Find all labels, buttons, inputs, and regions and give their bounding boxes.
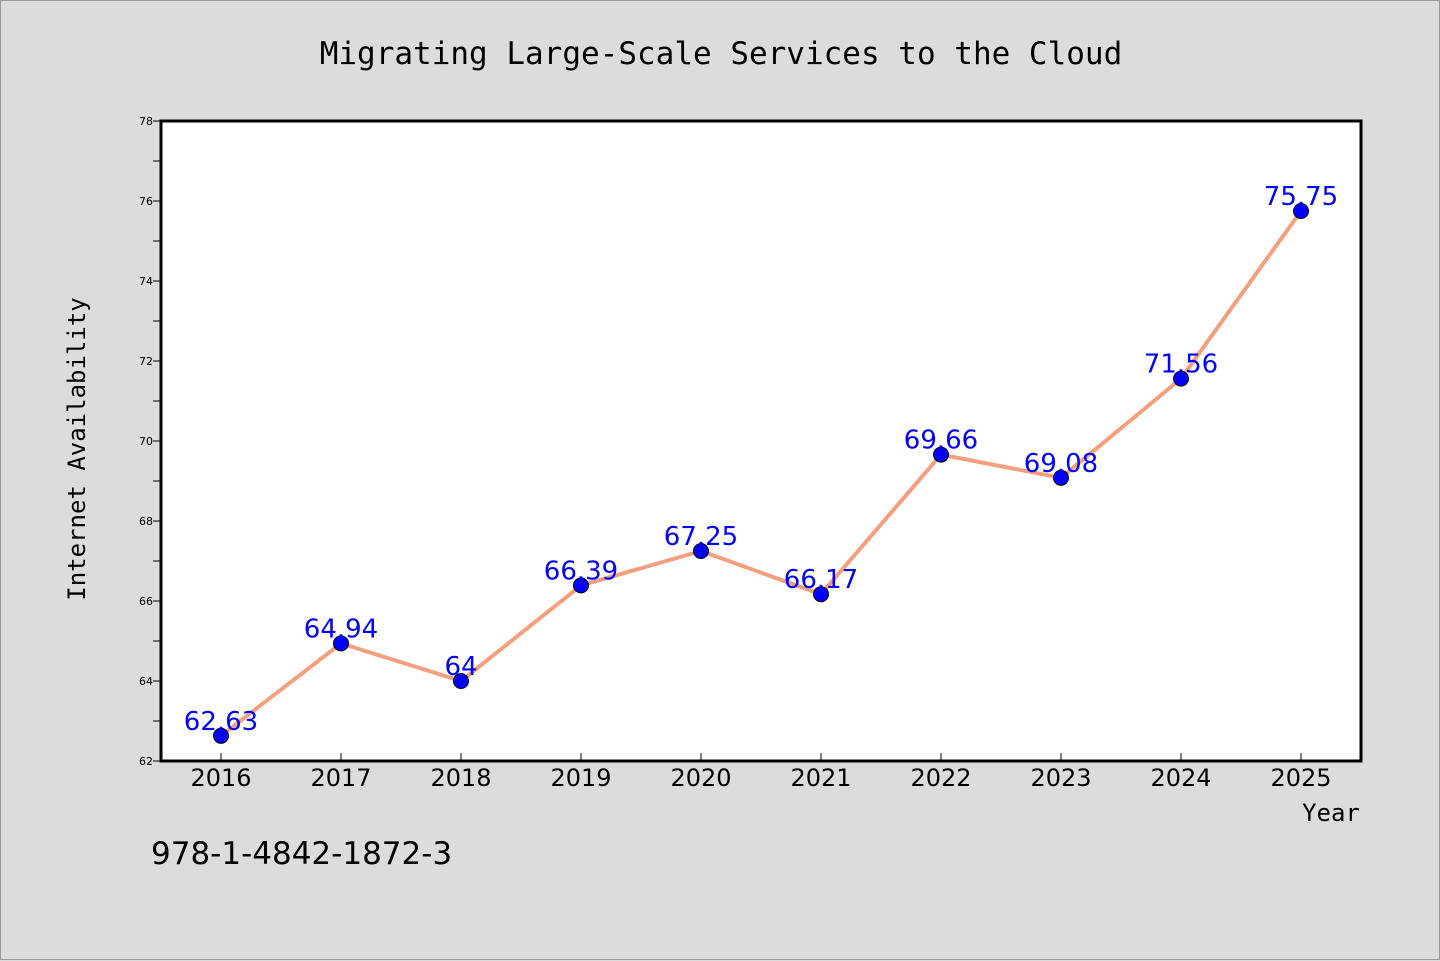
y-tick-label: 70 (139, 435, 153, 448)
data-point (333, 635, 349, 652)
x-tick-label: 2020 (670, 764, 731, 792)
x-tick-label: 2016 (190, 764, 251, 792)
data-point (813, 586, 829, 603)
data-point (933, 446, 949, 463)
y-axis: 62 64 66 68 70 72 74 76 78 (139, 115, 161, 768)
x-axis: 2016 2017 2018 2019 2020 2021 2022 2023 2024 2025 (190, 753, 1332, 792)
data-label: 67.25 (664, 522, 738, 552)
data-label: 64.94 (304, 614, 378, 644)
data-point (573, 577, 589, 594)
x-axis-title: Year (1302, 799, 1360, 827)
data-label: 64 (444, 652, 477, 682)
data-point (1053, 469, 1069, 486)
isbn-annotation: 978-1-4842-1872-3 (151, 836, 452, 872)
x-tick-label: 2019 (550, 764, 611, 792)
x-tick-label: 2021 (790, 764, 851, 792)
y-tick-label: 62 (139, 755, 153, 768)
y-tick-label: 76 (139, 195, 153, 208)
data-label: 69.66 (904, 426, 978, 456)
series-line (219, 209, 1303, 738)
data-point (693, 543, 709, 559)
x-tick-label: 2024 (1150, 764, 1211, 792)
x-tick-label: 2022 (910, 764, 971, 792)
y-tick-label: 66 (139, 595, 153, 608)
data-label: 66.17 (784, 565, 858, 595)
series-line-group (213, 203, 1309, 744)
y-tick-label: 78 (139, 115, 153, 128)
data-point (1293, 203, 1309, 219)
chart-title: Migrating Large-Scale Services to the Cl… (320, 36, 1123, 72)
y-tick-label: 74 (139, 275, 153, 288)
y-axis-title: Internet Availability (63, 297, 91, 600)
data-label: 75.75 (1264, 182, 1338, 212)
x-tick-label: 2025 (1270, 764, 1331, 792)
x-tick-label: 2023 (1030, 764, 1091, 792)
data-labels: 62.63 64.94 64 66.39 67.25 66.17 69.66 69.08 71.… (184, 182, 1338, 737)
x-tick-label: 2018 (430, 764, 491, 792)
y-tick-label: 64 (139, 675, 153, 688)
data-label: 71.56 (1144, 350, 1218, 380)
plot-area (159, 119, 1363, 763)
data-point (453, 673, 469, 689)
data-label: 66.39 (544, 556, 618, 586)
data-label: 62.63 (184, 707, 258, 737)
x-tick-label: 2017 (310, 764, 371, 792)
y-tick-label: 72 (139, 355, 153, 368)
data-point (213, 727, 229, 744)
data-label: 69.08 (1024, 449, 1098, 479)
data-point (1173, 370, 1189, 387)
y-tick-label: 68 (139, 515, 153, 528)
